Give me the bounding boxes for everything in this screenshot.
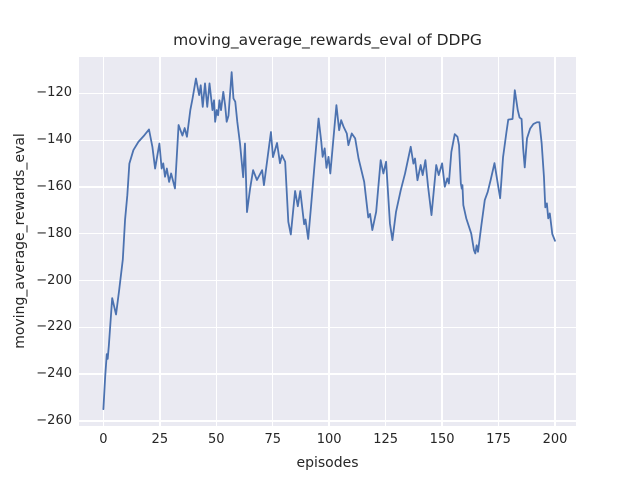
- y-gridline: [79, 139, 576, 141]
- x-tick-label: 0: [99, 432, 108, 447]
- x-axis-label: episodes: [296, 455, 359, 471]
- line-chart: [102, 71, 556, 411]
- x-tick-label: 150: [429, 432, 455, 447]
- y-gridline: [79, 186, 576, 188]
- x-tick-label: 25: [151, 432, 169, 447]
- x-gridline: [159, 57, 161, 426]
- y-gridline: [79, 420, 576, 422]
- y-tick-label: −180: [36, 225, 72, 241]
- y-gridline: [79, 92, 576, 95]
- x-gridline: [215, 57, 217, 426]
- x-gridline: [102, 57, 105, 426]
- y-tick-label: −120: [36, 85, 72, 101]
- reward-line: [102, 71, 556, 411]
- x-tick-label: 100: [316, 432, 342, 447]
- y-tick-label: −260: [36, 412, 72, 428]
- chart-title: moving_average_rewards_eval of DDPG: [173, 31, 482, 49]
- y-tick-label: −240: [36, 366, 72, 382]
- x-tick-label: 200: [542, 432, 568, 447]
- x-gridline: [328, 57, 330, 426]
- y-axis-label: moving_average_rewards_eval: [12, 133, 28, 349]
- x-gridline: [384, 57, 387, 426]
- y-tick-label: −160: [36, 179, 72, 194]
- x-tick-label: 50: [208, 432, 225, 447]
- x-gridline: [497, 57, 500, 426]
- plot-area: [79, 57, 576, 426]
- y-tick-label: −140: [36, 132, 72, 148]
- y-gridline: [79, 373, 576, 375]
- y-gridline: [79, 233, 576, 235]
- x-tick-label: 75: [264, 432, 281, 447]
- x-tick-label: 125: [373, 432, 399, 447]
- y-gridline: [79, 326, 576, 328]
- x-gridline: [441, 57, 443, 426]
- y-tick-label: −200: [36, 272, 72, 288]
- x-gridline: [272, 57, 274, 426]
- x-tick-label: 175: [486, 432, 511, 447]
- y-tick-label: −220: [36, 319, 72, 335]
- y-gridline: [79, 279, 576, 282]
